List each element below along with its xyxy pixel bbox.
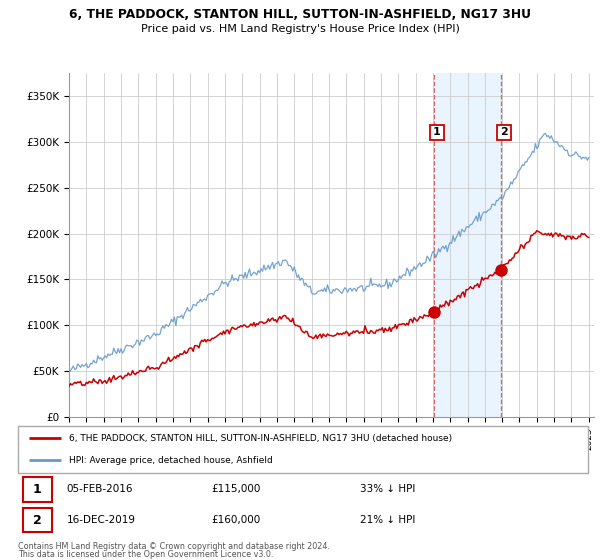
Text: £115,000: £115,000: [212, 484, 261, 494]
FancyBboxPatch shape: [23, 477, 52, 502]
Text: HPI: Average price, detached house, Ashfield: HPI: Average price, detached house, Ashf…: [70, 456, 273, 465]
Text: 2: 2: [500, 128, 508, 138]
Text: 21% ↓ HPI: 21% ↓ HPI: [360, 515, 415, 525]
Text: 05-FEB-2016: 05-FEB-2016: [67, 484, 133, 494]
Text: 6, THE PADDOCK, STANTON HILL, SUTTON-IN-ASHFIELD, NG17 3HU: 6, THE PADDOCK, STANTON HILL, SUTTON-IN-…: [69, 8, 531, 21]
Text: 16-DEC-2019: 16-DEC-2019: [67, 515, 136, 525]
Text: This data is licensed under the Open Government Licence v3.0.: This data is licensed under the Open Gov…: [18, 550, 274, 559]
Text: 1: 1: [33, 483, 42, 496]
Text: 2: 2: [33, 514, 42, 526]
FancyBboxPatch shape: [23, 508, 52, 532]
Text: 1: 1: [433, 128, 441, 138]
Text: £160,000: £160,000: [212, 515, 261, 525]
Text: Contains HM Land Registry data © Crown copyright and database right 2024.: Contains HM Land Registry data © Crown c…: [18, 542, 330, 550]
Text: 33% ↓ HPI: 33% ↓ HPI: [360, 484, 415, 494]
FancyBboxPatch shape: [18, 426, 588, 473]
Text: Price paid vs. HM Land Registry's House Price Index (HPI): Price paid vs. HM Land Registry's House …: [140, 24, 460, 34]
Text: 6, THE PADDOCK, STANTON HILL, SUTTON-IN-ASHFIELD, NG17 3HU (detached house): 6, THE PADDOCK, STANTON HILL, SUTTON-IN-…: [70, 434, 452, 443]
